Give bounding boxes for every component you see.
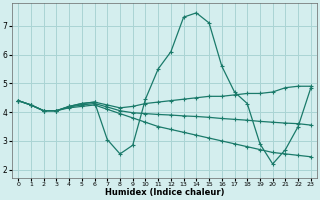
X-axis label: Humidex (Indice chaleur): Humidex (Indice chaleur) — [105, 188, 224, 197]
